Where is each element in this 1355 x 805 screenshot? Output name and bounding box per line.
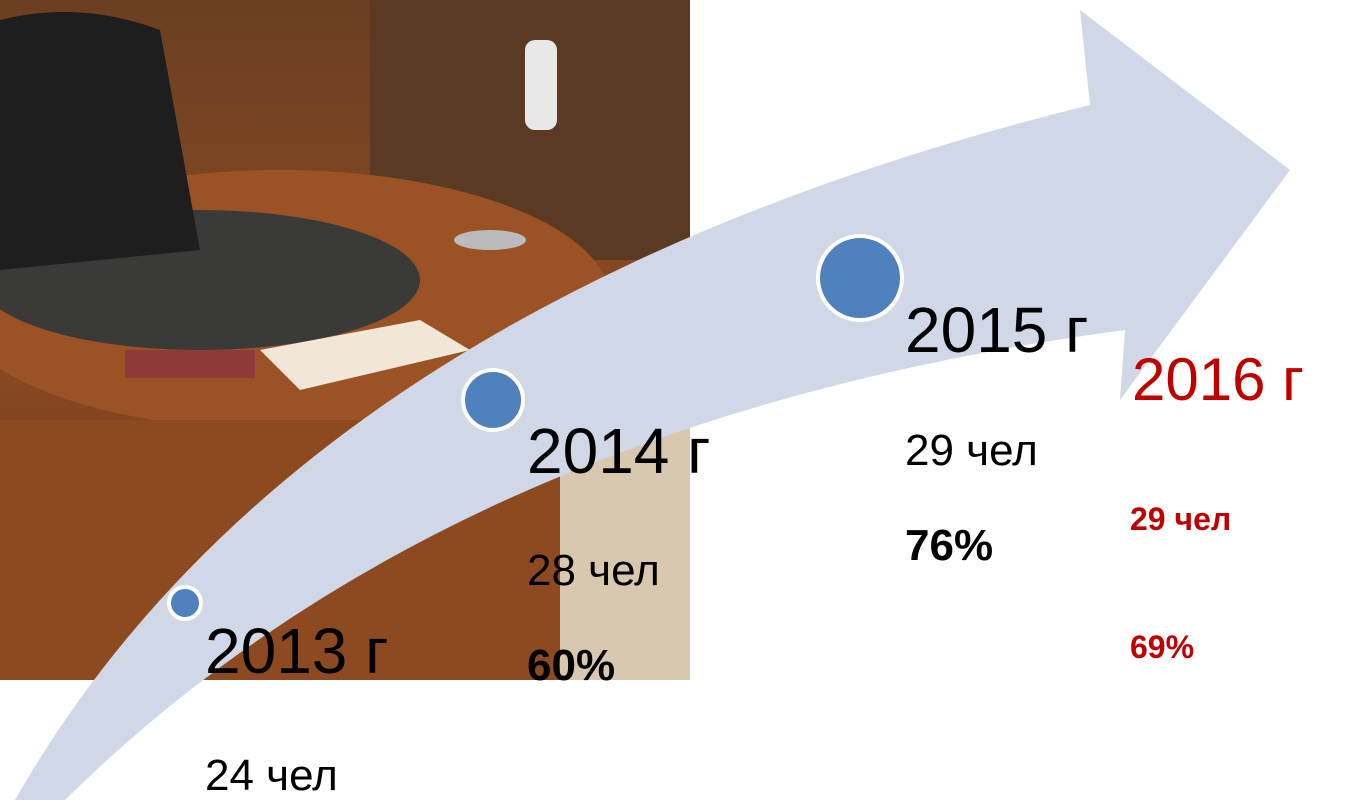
slide: 2013 г 24 чел 2014 г 28 чел 60% 2015 г 2… <box>0 0 1355 805</box>
count: 24 чел <box>205 751 338 800</box>
count: 28 чел <box>527 546 660 595</box>
page: 2013 г 24 чел 2014 г 28 чел 60% 2015 г 2… <box>0 0 1355 805</box>
count: 29 чел <box>1130 501 1231 537</box>
year: 2015 г <box>905 294 1089 366</box>
year: 2014 г <box>527 415 711 487</box>
year: 2016 г <box>1132 346 1304 413</box>
marker <box>818 236 902 320</box>
count: 29 чел <box>905 426 1038 475</box>
share: 76% <box>905 521 993 570</box>
share: 60% <box>527 641 615 690</box>
year: 2013 г <box>205 615 389 687</box>
marker <box>169 587 201 619</box>
marker <box>463 370 523 430</box>
share: 69% <box>1130 629 1194 665</box>
